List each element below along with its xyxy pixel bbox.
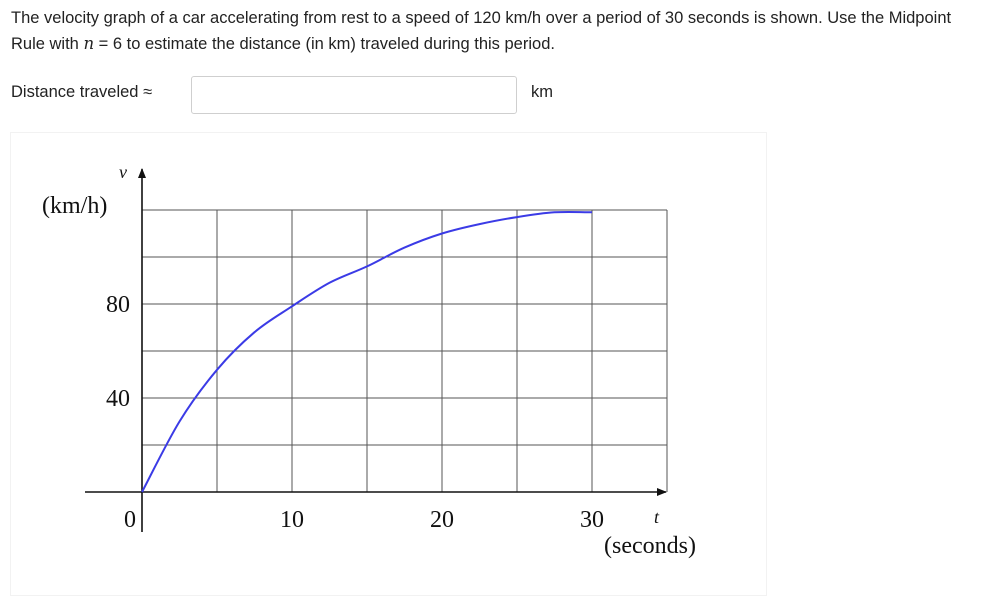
x-axis-symbol: t [654,507,660,527]
answer-unit: km [531,83,553,101]
answer-row: Distance traveled ≈ km [11,76,611,116]
chart-axes [85,168,667,532]
question-text: The velocity graph of a car accelerating… [11,6,986,57]
chart-series [141,210,593,493]
y-tick-label: 40 [106,386,130,412]
x-tick-label: 20 [430,507,454,533]
velocity-graph: 0 10 20 30 40 80 v (km/h) t (seconds) [11,133,766,595]
velocity-curve [141,210,593,493]
chart-grid [142,209,668,492]
x-tick-label: 10 [280,507,304,533]
y-axis-unit: (km/h) [42,193,107,219]
question-text-part1: The velocity graph of a car accelerating… [11,9,952,53]
y-axis-symbol: v [119,162,127,182]
x-tick-label: 30 [580,507,604,533]
x-axis-unit: (seconds) [604,533,696,559]
tick-labels: 0 10 20 30 40 80 [106,292,604,533]
y-tick-label: 80 [106,292,130,318]
x-tick-label: 0 [124,507,136,533]
variable-n: n [83,34,95,53]
velocity-chart: 0 10 20 30 40 80 v (km/h) t (seconds) [42,162,696,559]
question-text-part2: = 6 to estimate the distance (in km) tra… [94,35,555,53]
answer-label: Distance traveled ≈ [11,83,153,101]
distance-input[interactable] [191,76,517,114]
